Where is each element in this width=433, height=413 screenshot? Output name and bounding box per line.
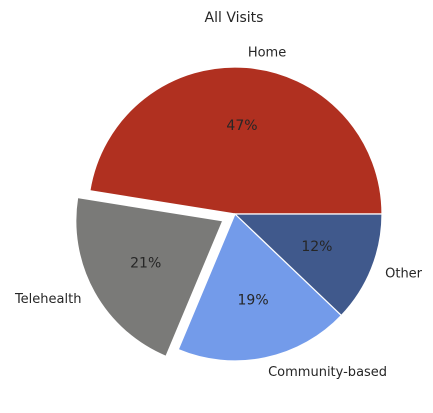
pct-label-home: 47% <box>226 118 257 134</box>
pct-label-telehealth: 21% <box>130 256 161 272</box>
slice-label-other: Other <box>385 267 423 282</box>
slice-home <box>89 66 383 215</box>
slice-label-community-based: Community-based <box>268 365 387 380</box>
pct-label-community-based: 19% <box>238 292 269 308</box>
chart-title: All Visits <box>205 10 264 26</box>
pie-slices <box>75 66 383 362</box>
slice-label-telehealth: Telehealth <box>14 292 82 307</box>
pct-label-other: 12% <box>301 239 332 255</box>
slice-telehealth <box>75 196 224 358</box>
slice-community-based <box>177 212 343 362</box>
slice-other <box>233 213 383 317</box>
pie-labels: Home 47% Telehealth 21% Community-based 19% Ot… <box>14 45 423 379</box>
slice-label-home: Home <box>248 45 286 60</box>
